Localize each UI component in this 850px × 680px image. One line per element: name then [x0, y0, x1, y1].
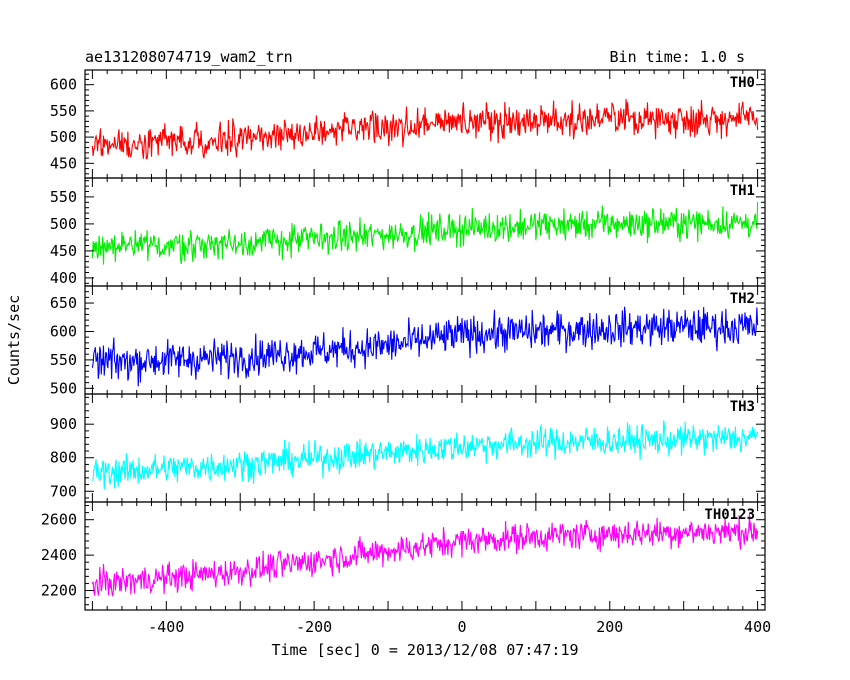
- y-axis-label: Counts/sec: [5, 295, 23, 385]
- series-line-th2: [91, 306, 759, 387]
- x-tick-label: -200: [296, 618, 332, 636]
- y-tick-label: 500: [50, 379, 77, 397]
- panel-label-th1: TH1: [730, 183, 755, 199]
- y-tick-label: 550: [50, 102, 77, 120]
- panel-frame-th0123: [84, 501, 766, 611]
- y-tick-label: 400: [50, 269, 77, 287]
- panel-label-th0123: TH0123: [704, 507, 755, 523]
- panel-th3: 700 800 900 TH3: [50, 393, 766, 503]
- panel-label-th2: TH2: [730, 291, 755, 307]
- y-tick-label: 550: [50, 188, 77, 206]
- y-tick-label: 600: [50, 322, 77, 340]
- chart-title: ae131208074719_wam2_trn: [85, 48, 293, 66]
- panel-th1: 400 450 500 550 TH1: [50, 177, 766, 287]
- y-tick-label: 500: [50, 128, 77, 146]
- series-line-th1: [91, 202, 759, 265]
- y-tick-label: 450: [50, 242, 77, 260]
- y-tick-label: 2400: [41, 546, 77, 564]
- panel-th0123: 2200 2400 2600 TH0123: [41, 501, 766, 611]
- panel-label-th3: TH3: [730, 399, 755, 415]
- x-tick-label: 200: [596, 618, 623, 636]
- series-line-th0123: [91, 513, 759, 597]
- x-tick-label: -400: [148, 618, 184, 636]
- y-tick-label: 650: [50, 294, 77, 312]
- x-axis-label: Time [sec] 0 = 2013/12/08 07:47:19: [271, 641, 578, 659]
- y-tick-label: 700: [50, 482, 77, 500]
- series-line-th3: [91, 420, 759, 490]
- y-tick-label: 600: [50, 76, 77, 94]
- y-tick-label: 2600: [41, 511, 77, 529]
- y-tick-label: 450: [50, 154, 77, 172]
- y-tick-label: 2200: [41, 582, 77, 600]
- x-tick-label: 400: [744, 618, 771, 636]
- series-line-th0: [91, 98, 759, 160]
- panel-th0: 450 500 550 600 TH0: [50, 69, 766, 179]
- y-tick-label: 900: [50, 415, 77, 433]
- panels-group: 450 500 550 600 TH0 400 450 500 550 TH1 500 550 600 6…: [41, 69, 771, 636]
- y-tick-label: 800: [50, 449, 77, 467]
- y-tick-label: 500: [50, 215, 77, 233]
- panel-label-th0: TH0: [730, 75, 755, 91]
- x-tick-label: 0: [457, 618, 466, 636]
- bin-time-label: Bin time: 1.0 s: [610, 48, 745, 66]
- y-tick-label: 550: [50, 351, 77, 369]
- panel-th2: 500 550 600 650 TH2: [50, 285, 766, 397]
